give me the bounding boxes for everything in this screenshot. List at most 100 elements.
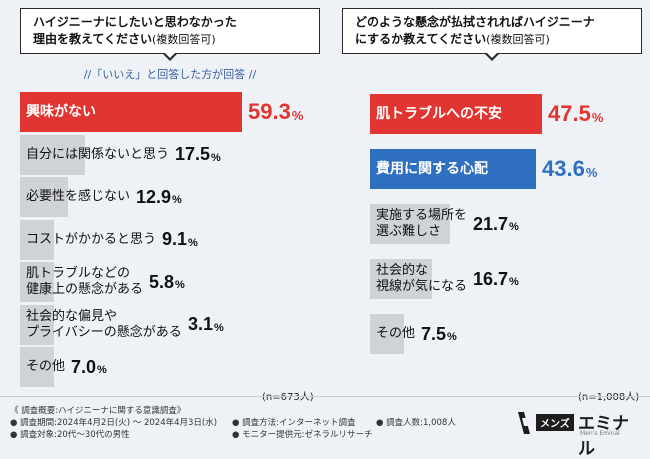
bar-value-label: 21.7% bbox=[473, 204, 519, 244]
survey-provider: ● モニター提供元:ゼネラルリサーチ bbox=[232, 430, 373, 440]
left-question-pointer bbox=[162, 51, 178, 61]
bar bbox=[370, 259, 432, 299]
footer-divider bbox=[0, 396, 650, 397]
bar-category-label: 必要性を感じない bbox=[26, 177, 130, 217]
bar-category-line: その他 bbox=[26, 359, 66, 374]
bar-value-number: 7.5 bbox=[421, 323, 447, 344]
bar-value-unit: % bbox=[585, 164, 598, 180]
bar-value-unit: % bbox=[175, 279, 185, 291]
bar-value-number: 21.7 bbox=[473, 213, 509, 234]
bar-value-unit: % bbox=[591, 109, 604, 125]
bar-value-label: 3.1% bbox=[188, 305, 224, 345]
bar-value-unit: % bbox=[509, 276, 519, 288]
bar-category-label: 肌トラブルなどの 健康上の懸念がある bbox=[26, 262, 143, 302]
bar-category-line: 興味がない bbox=[26, 104, 96, 120]
bar-category-line: 肌トラブルなどの bbox=[26, 266, 131, 281]
bar-category-line: 社会的な偏見や bbox=[26, 308, 118, 324]
brand-logo: メンズ エミナル Men's Eminal bbox=[516, 408, 641, 459]
right-question-box: どのような懸念が払拭されればハイジニーナ にするか教えてください(複数回答可) bbox=[342, 8, 642, 61]
right-sample-size: (n=1,008人) bbox=[578, 392, 640, 403]
bar-value-label: 12.9% bbox=[136, 177, 182, 217]
bar bbox=[20, 177, 68, 217]
left-question-box: ハイジニーナにしたいと思わなかった 理由を教えてください(複数回答可) bbox=[20, 8, 320, 61]
bar-category-line: 社会的な bbox=[376, 263, 429, 278]
bar-value-label: 47.5% bbox=[548, 94, 603, 134]
bar-value-unit: % bbox=[214, 321, 224, 334]
bar-value-label: 17.5% bbox=[175, 135, 221, 175]
bar-value-label: 16.7% bbox=[473, 259, 519, 299]
bar-category-line: 自分には関係ないと思う bbox=[26, 146, 170, 162]
right-question-pointer bbox=[484, 51, 500, 61]
bar-category-label: 実施する場所を 選ぶ難しさ bbox=[376, 204, 467, 244]
bar-value-label: 7.0% bbox=[71, 347, 107, 387]
survey-title: 《 調査概要:ハイジニーナに関する意識調査》 bbox=[10, 406, 186, 416]
logo-mens: メンズ bbox=[536, 414, 574, 431]
survey-count: ● 調査人数:1,008人 bbox=[376, 418, 456, 428]
bar bbox=[370, 204, 451, 244]
bar-category-label: 肌トラブルへの不安 bbox=[376, 94, 502, 134]
bar-value-number: 12.9 bbox=[136, 186, 172, 207]
bar-value-number: 43.6 bbox=[542, 156, 585, 181]
right-question-line1: どのような懸念が払拭されればハイジニーナ bbox=[355, 15, 595, 29]
bar-category-label: その他 bbox=[376, 314, 415, 354]
right-question-line2: にするか教えてください bbox=[355, 32, 487, 46]
bar-value-number: 5.8 bbox=[149, 271, 175, 292]
bar-value-number: 9.1 bbox=[162, 229, 188, 249]
bar bbox=[20, 304, 54, 345]
bar-value-unit: % bbox=[188, 236, 198, 249]
bar-value-unit: % bbox=[97, 364, 107, 376]
right-question-suffix: (複数回答可) bbox=[486, 33, 550, 46]
bar-value-label: 9.1% bbox=[162, 220, 198, 260]
bar bbox=[20, 347, 54, 387]
bar-category-line: その他 bbox=[376, 326, 416, 341]
bar-category-line: 費用に関する心配 bbox=[376, 161, 488, 177]
bar-category-label: 社会的な 視線が気になる bbox=[376, 259, 467, 299]
logo-tagline: Men's Eminal bbox=[580, 430, 620, 437]
bar-value-unit: % bbox=[509, 221, 519, 233]
bar-value-number: 59.3 bbox=[248, 99, 291, 124]
bar-value-number: 3.1 bbox=[188, 314, 214, 334]
bar-value-unit: % bbox=[172, 194, 182, 206]
bar-category-line: プライバシーの懸念がある bbox=[26, 324, 182, 340]
bar-value-number: 47.5 bbox=[548, 101, 591, 126]
bar bbox=[20, 262, 54, 302]
bar-category-line: 実施する場所を bbox=[376, 208, 468, 223]
bar-category-line: 肌トラブルへの不安 bbox=[376, 106, 502, 122]
bar-value-number: 7.0 bbox=[71, 356, 97, 377]
bar bbox=[20, 219, 54, 260]
bar bbox=[370, 149, 536, 189]
bar-value-number: 16.7 bbox=[473, 268, 509, 289]
survey-method: ● 調査方法:インターネット調査 bbox=[232, 418, 356, 428]
bar-category-label: 社会的な偏見や プライバシーの懸念がある bbox=[26, 305, 182, 345]
logo-mark-icon bbox=[518, 412, 530, 434]
survey-target: ● 調査対象:20代〜30代の男性 bbox=[10, 430, 130, 440]
bar-value-label: 5.8% bbox=[149, 262, 185, 302]
bar-category-label: 費用に関する心配 bbox=[376, 149, 488, 189]
bar-value-label: 59.3% bbox=[248, 92, 303, 132]
bar-category-line: コストがかかると思う bbox=[26, 231, 157, 247]
bar-value-unit: % bbox=[291, 107, 304, 123]
bar bbox=[370, 94, 542, 134]
bar bbox=[370, 314, 404, 354]
bar-category-label: コストがかかると思う bbox=[26, 220, 156, 260]
bar-value-unit: % bbox=[211, 151, 221, 164]
left-question-line2: 理由を教えてください bbox=[33, 32, 153, 46]
bar-category-line: 健康上の懸念がある bbox=[26, 282, 144, 297]
left-question-line1: ハイジニーナにしたいと思わなかった bbox=[33, 15, 237, 29]
bar-category-label: 興味がない bbox=[26, 92, 96, 132]
survey-period: ● 調査期間:2024年4月2日(火) 〜 2024年4月3日(水) bbox=[10, 418, 218, 428]
left-sample-size: (n=673人) bbox=[262, 392, 314, 403]
left-question-suffix: (複数回答可) bbox=[152, 33, 216, 46]
bar-category-line: 視線が気になる bbox=[376, 279, 468, 294]
bar bbox=[20, 92, 242, 132]
left-respondent-note: //「いいえ」と回答した方が回答 // bbox=[83, 68, 257, 81]
bar-value-label: 7.5% bbox=[421, 314, 457, 354]
bar-category-line: 必要性を感じない bbox=[26, 189, 131, 204]
bar-category-line: 選ぶ難しさ bbox=[376, 224, 442, 239]
bar-category-label: 自分には関係ないと思う bbox=[26, 135, 169, 175]
bar-value-label: 43.6% bbox=[542, 149, 597, 189]
bar-value-unit: % bbox=[447, 331, 457, 343]
bar-value-number: 17.5 bbox=[175, 144, 211, 164]
bar-category-label: その他 bbox=[26, 347, 65, 387]
